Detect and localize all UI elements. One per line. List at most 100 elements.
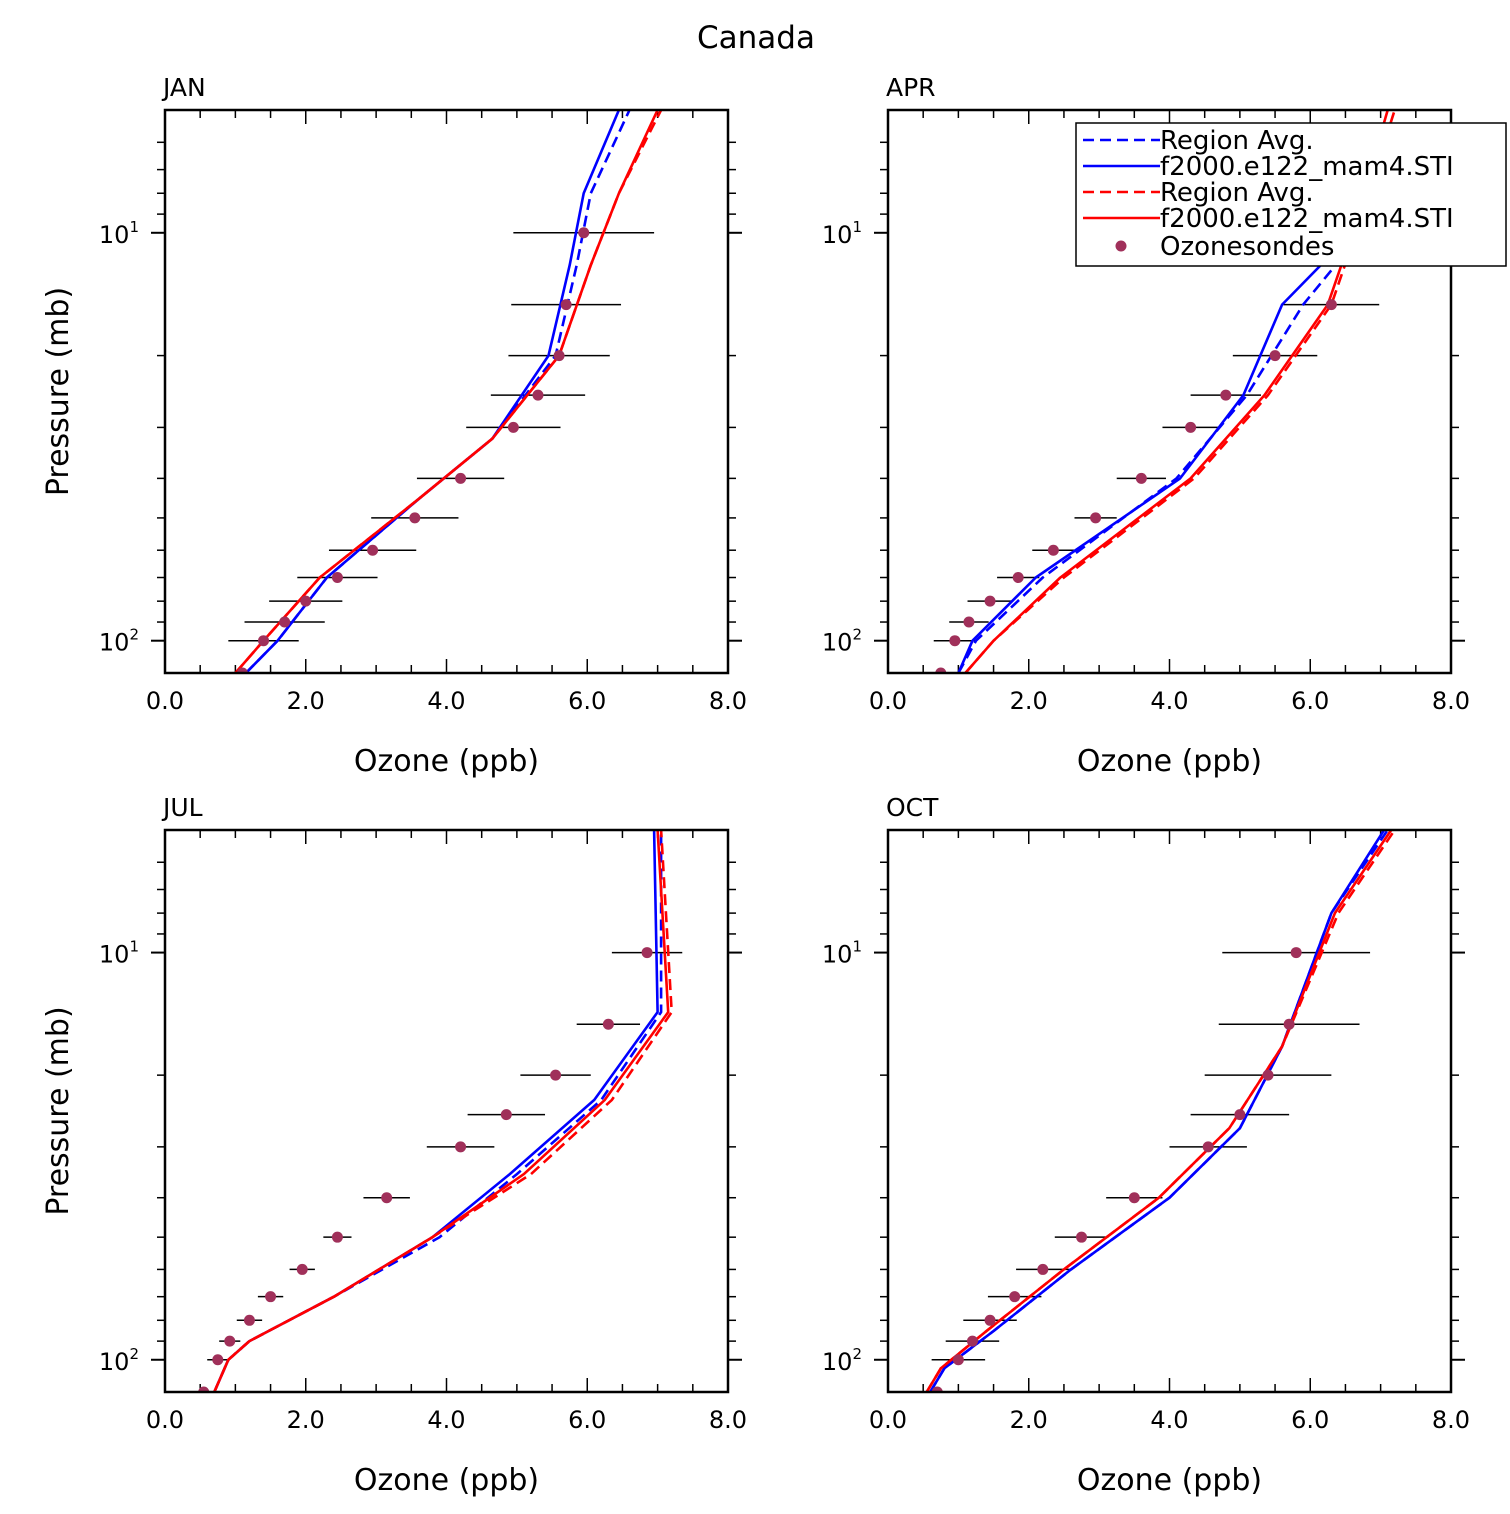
- plot-frame: [163, 108, 730, 675]
- y-tick-exponent: 1: [852, 938, 862, 956]
- obs-marker: [1325, 299, 1337, 311]
- obs-marker: [1012, 572, 1024, 584]
- y-tick-base: 10: [822, 941, 853, 969]
- series-line-red-solid: [213, 830, 670, 1392]
- series-line-red-dashed: [213, 830, 674, 1392]
- panel-title: OCT: [886, 793, 939, 822]
- obs-marker: [532, 389, 544, 401]
- plot-area: [925, 830, 1396, 1392]
- obs-marker: [198, 1386, 210, 1392]
- x-tick-label: 0.0: [146, 1406, 184, 1434]
- obs-marker: [455, 1141, 467, 1153]
- series-line-blue-solid: [929, 830, 1386, 1392]
- x-tick-label: 8.0: [1432, 687, 1470, 715]
- x-tick-label: 8.0: [709, 687, 747, 715]
- obs-marker: [1076, 1231, 1088, 1243]
- obs-marker: [560, 299, 572, 311]
- series-line-red-solid: [234, 110, 659, 673]
- x-tick-label: 2.0: [287, 1406, 325, 1434]
- x-tick-label: 6.0: [1291, 1406, 1329, 1434]
- obs-marker: [1009, 1291, 1021, 1303]
- obs-marker: [265, 1291, 277, 1303]
- y-tick-label: 101: [99, 938, 139, 969]
- obs-marker: [331, 1231, 343, 1243]
- obs-marker: [949, 635, 961, 647]
- x-tick-label: 2.0: [1010, 1406, 1048, 1434]
- legend-marker-ozonesondes: [1115, 240, 1127, 252]
- obs-marker: [258, 635, 270, 647]
- obs-marker: [279, 616, 291, 628]
- x-tick-label: 2.0: [287, 687, 325, 715]
- obs-marker: [1290, 947, 1302, 959]
- legend-label: f2000.e122_mam4.STI: [1160, 152, 1454, 182]
- y-tick-exponent: 2: [852, 1345, 862, 1363]
- y-tick-label: 102: [822, 1345, 862, 1376]
- obs-marker: [963, 616, 975, 628]
- series-line-red-dashed: [234, 110, 663, 673]
- x-tick-label: 0.0: [869, 687, 907, 715]
- obs-marker: [1269, 350, 1281, 362]
- obs-marker: [500, 1109, 512, 1121]
- obs-marker: [243, 1314, 255, 1326]
- series-line-red-solid: [925, 830, 1393, 1392]
- obs-marker: [1047, 544, 1059, 556]
- y-tick-base: 10: [99, 221, 130, 249]
- obs-marker: [236, 667, 248, 673]
- y-tick-base: 10: [99, 941, 130, 969]
- y-tick-label: 102: [99, 1345, 139, 1376]
- y-tick-label: 102: [99, 626, 139, 657]
- x-tick-label: 6.0: [568, 687, 606, 715]
- obs-marker: [602, 1018, 614, 1030]
- x-tick-label: 4.0: [427, 1406, 465, 1434]
- obs-marker: [212, 1354, 224, 1366]
- obs-marker: [553, 350, 565, 362]
- legend-label: Region Avg.: [1160, 178, 1314, 208]
- obs-marker: [952, 1354, 964, 1366]
- y-tick-label: 101: [822, 218, 862, 249]
- plot-frame: [886, 108, 1453, 675]
- obs-marker: [966, 1335, 978, 1347]
- obs-marker: [367, 544, 379, 556]
- obs-marker: [300, 595, 312, 607]
- x-tick-label: 4.0: [1150, 687, 1188, 715]
- obs-marker: [296, 1263, 308, 1275]
- obs-marker: [1262, 1069, 1274, 1081]
- y-tick-label: 102: [822, 626, 862, 657]
- y-tick-exponent: 1: [129, 218, 139, 236]
- x-tick-label: 8.0: [709, 1406, 747, 1434]
- panel-title: JUL: [161, 793, 203, 822]
- y-tick-base: 10: [99, 629, 130, 657]
- obs-marker: [507, 421, 519, 433]
- plot-frame: [163, 828, 730, 1394]
- x-tick-label: 0.0: [146, 687, 184, 715]
- obs-marker: [1037, 1263, 1049, 1275]
- legend-label: f2000.e122_mam4.STI: [1160, 204, 1454, 234]
- plot-area: [228, 110, 663, 673]
- obs-marker: [1202, 1141, 1214, 1153]
- obs-marker: [984, 1314, 996, 1326]
- panel-title: APR: [886, 73, 936, 102]
- obs-marker: [550, 1069, 562, 1081]
- obs-marker: [409, 512, 421, 524]
- series-line-blue-dashed: [957, 192, 1396, 673]
- y-tick-label: 101: [99, 218, 139, 249]
- obs-marker: [1135, 472, 1147, 484]
- x-tick-label: 6.0: [568, 1406, 606, 1434]
- x-tick-label: 8.0: [1432, 1406, 1470, 1434]
- y-tick-base: 10: [99, 1348, 130, 1376]
- x-tick-label: 6.0: [1291, 687, 1329, 715]
- obs-marker: [1128, 1192, 1140, 1204]
- x-axis-label: Ozone (ppb): [1077, 744, 1262, 779]
- x-tick-label: 4.0: [427, 687, 465, 715]
- y-tick-exponent: 2: [129, 626, 139, 644]
- y-axis-label: Pressure (mb): [41, 1006, 76, 1215]
- x-axis-label: Ozone (ppb): [1077, 1463, 1262, 1498]
- y-tick-base: 10: [822, 221, 853, 249]
- obs-marker: [578, 227, 590, 239]
- legend-box: [1075, 122, 1507, 267]
- figure-title: Canada: [697, 20, 815, 56]
